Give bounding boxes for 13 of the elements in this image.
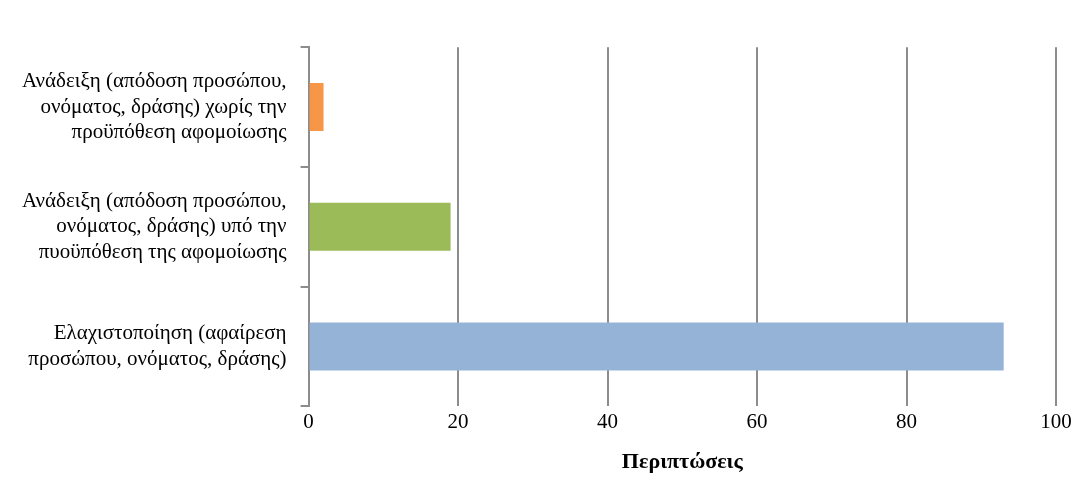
bar xyxy=(309,202,451,251)
x-tick-label: 20 xyxy=(447,408,469,433)
x-tick-label: 60 xyxy=(746,408,768,433)
x-tick-label: 40 xyxy=(597,408,619,433)
x-tick-label: 0 xyxy=(303,408,314,433)
y-tick-label: Ανάδειξη (απόδοση προσώπου, ονόματος, δράσης) χωρίς την προϋπόθεση αφομοίωσης xyxy=(21,68,288,143)
y-tick-label: Ελαχιστοποίηση (αφαίρεση προσώπου, ονόματος, δράσης) xyxy=(28,320,287,370)
y-tick-label: Ανάδειξη (απόδοση προσώπου, ονόματος, δράσης) υπό την πυοϋπόθεση της αφομοίωσης xyxy=(21,188,288,263)
x-tick-label: 100 xyxy=(1040,408,1072,433)
bar xyxy=(309,322,1004,371)
bar xyxy=(309,83,324,132)
x-tick-label: 80 xyxy=(896,408,918,433)
x-axis-title: Περιπτώσεις xyxy=(621,448,744,474)
